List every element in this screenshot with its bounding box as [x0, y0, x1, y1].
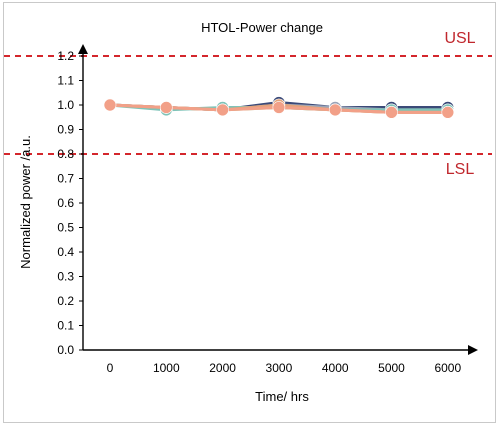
series-point	[160, 101, 173, 114]
y-tick-label: 0.7	[57, 172, 74, 186]
x-tick-label: 2000	[209, 361, 236, 375]
x-axis-arrow	[468, 345, 478, 355]
x-tick-label: 5000	[378, 361, 405, 375]
x-tick-label: 1000	[153, 361, 180, 375]
y-tick-label: 0.4	[57, 245, 74, 259]
y-tick-label: 0.8	[57, 147, 74, 161]
series-point	[441, 106, 455, 119]
y-tick-label: 0.0	[57, 343, 74, 357]
x-tick-label: 3000	[266, 361, 293, 375]
y-tick-label: 1.0	[57, 98, 74, 112]
series-point	[385, 106, 398, 119]
y-tick-label: 0.3	[57, 270, 74, 284]
chart-frame	[3, 2, 496, 423]
x-axis: 0 1000 2000 3000 4000 5000 6000	[83, 345, 478, 375]
y-tick-label: 0.9	[57, 123, 74, 137]
x-tick-label: 0	[107, 361, 114, 375]
y-tick-label: 1.2	[57, 49, 74, 63]
y-axis: 0.0 0.1 0.2 0.3 0.4 0.5 0.6 0.7 0.8 0.9 1.0 1.1 1.2	[57, 44, 88, 357]
y-tick-label: 0.6	[57, 196, 74, 210]
chart-title: HTOL-Power change	[201, 20, 323, 35]
series-point	[272, 101, 286, 114]
x-tick-label: 4000	[322, 361, 349, 375]
series-point	[216, 103, 229, 117]
y-axis-arrow	[78, 44, 88, 54]
y-axis-label: Normalized power /a.u.	[18, 135, 33, 269]
y-tick-label: 0.1	[57, 319, 74, 333]
lsl-label: LSL	[446, 161, 475, 178]
usl-label: USL	[444, 30, 475, 47]
y-tick-label: 0.2	[57, 294, 74, 308]
limit-lines: USL LSL	[4, 30, 492, 178]
series-point	[328, 103, 342, 117]
y-tick-label: 0.5	[57, 221, 74, 235]
y-tick-label: 1.1	[57, 74, 74, 88]
data-series	[103, 96, 455, 119]
x-axis-label: Time/ hrs	[255, 389, 309, 404]
series-point	[103, 98, 117, 112]
x-tick-label: 6000	[434, 361, 461, 375]
